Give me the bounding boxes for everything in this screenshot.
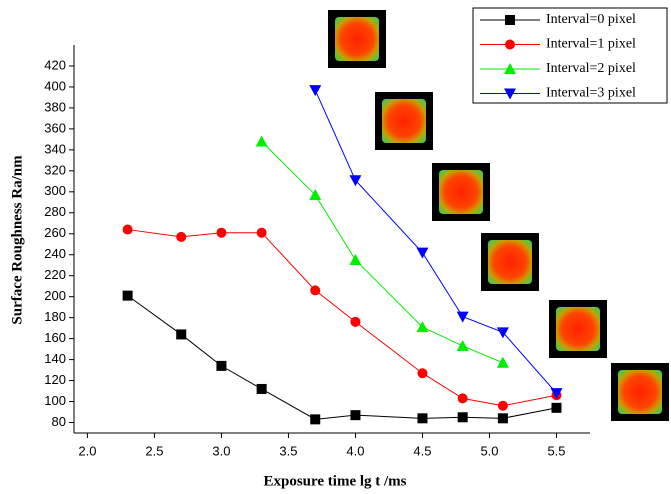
marker <box>176 231 187 242</box>
y-tick-label: 100 <box>44 393 66 408</box>
marker <box>122 290 133 301</box>
marker <box>256 227 267 238</box>
y-tick-label: 360 <box>44 120 66 135</box>
legend-label: Interval=1 pixel <box>546 37 636 52</box>
surface-image <box>375 92 433 150</box>
marker <box>122 224 133 235</box>
x-tick-label: 2.5 <box>145 443 163 458</box>
surface-image <box>481 233 539 291</box>
x-tick-label: 2.0 <box>78 443 96 458</box>
marker <box>550 388 563 400</box>
marker <box>310 285 321 296</box>
surface-image <box>611 363 669 421</box>
marker <box>310 414 321 425</box>
y-tick-label: 140 <box>44 351 66 366</box>
y-tick-label: 420 <box>44 57 66 72</box>
surface-image <box>432 163 490 221</box>
marker <box>496 356 509 368</box>
x-tick-label: 3.5 <box>279 443 297 458</box>
y-tick-label: 200 <box>44 288 66 303</box>
surface-image <box>328 10 386 68</box>
marker <box>457 412 468 423</box>
x-axis-label: Exposure time lg t /ms <box>263 473 406 489</box>
y-tick-label: 320 <box>44 162 66 177</box>
marker <box>417 413 428 424</box>
x-tick-label: 5.5 <box>547 443 565 458</box>
marker <box>456 311 469 323</box>
marker <box>309 188 322 200</box>
y-tick-label: 180 <box>44 309 66 324</box>
legend-marker <box>504 88 516 100</box>
marker <box>350 410 361 421</box>
marker <box>496 327 509 339</box>
marker <box>350 316 361 327</box>
marker <box>497 400 508 411</box>
y-axis-label: Surface Roughness Ra/nm <box>9 155 25 325</box>
marker <box>457 393 468 404</box>
legend-marker <box>504 63 516 74</box>
y-tick-label: 280 <box>44 204 66 219</box>
x-tick-label: 5.0 <box>480 443 498 458</box>
legend-label: Interval=2 pixel <box>546 61 636 76</box>
series-line <box>127 229 557 407</box>
y-tick-label: 260 <box>44 225 66 240</box>
legend-label: Interval=0 pixel <box>546 12 636 27</box>
legend-marker <box>505 39 515 50</box>
marker <box>497 413 508 424</box>
marker <box>256 383 267 394</box>
surface-image <box>549 300 607 358</box>
marker <box>417 368 428 379</box>
y-tick-label: 380 <box>44 99 66 114</box>
marker <box>216 360 227 371</box>
marker <box>416 247 429 259</box>
marker <box>309 85 322 97</box>
marker <box>456 339 469 351</box>
series-line <box>127 295 557 420</box>
x-tick-label: 4.0 <box>346 443 364 458</box>
y-tick-label: 120 <box>44 372 66 387</box>
legend-marker <box>505 15 515 25</box>
marker <box>216 227 227 238</box>
marker <box>551 402 562 413</box>
y-tick-label: 220 <box>44 267 66 282</box>
y-tick-label: 80 <box>52 414 66 429</box>
y-tick-label: 300 <box>44 183 66 198</box>
legend-label: Interval=3 pixel <box>546 86 636 101</box>
marker <box>349 175 362 187</box>
series-line <box>261 141 504 364</box>
y-tick-label: 160 <box>44 330 66 345</box>
marker <box>255 135 268 147</box>
marker <box>416 321 429 333</box>
y-tick-label: 400 <box>44 78 66 93</box>
x-tick-label: 4.5 <box>413 443 431 458</box>
series-line <box>314 89 557 394</box>
marker <box>349 253 362 265</box>
x-tick-label: 3.0 <box>212 443 230 458</box>
y-tick-label: 240 <box>44 246 66 261</box>
y-tick-label: 340 <box>44 141 66 156</box>
marker <box>176 329 187 340</box>
